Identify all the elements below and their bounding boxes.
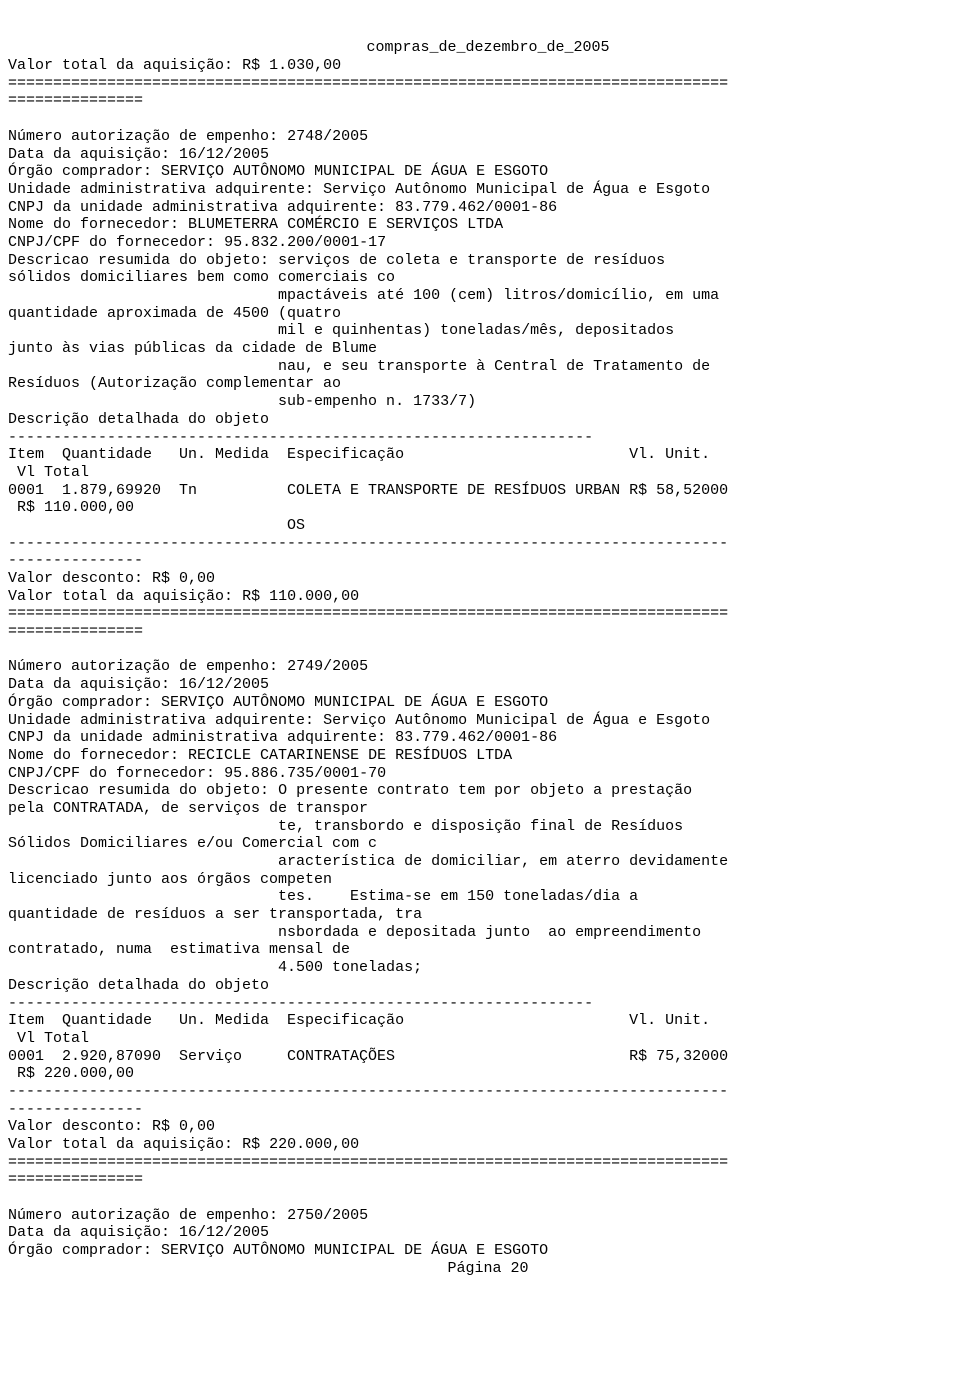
- desc2-l7: tes. Estima-se em 150 toneladas/dia a: [8, 888, 638, 905]
- cnpj-unidade-2: 83.779.462/0001-86: [395, 729, 557, 746]
- orgao-1: SERVIÇO AUTÔNOMO MUNICIPAL DE ÁGUA E ESG…: [161, 163, 548, 180]
- rule-dash-2b: ----------------------------------------…: [8, 1083, 728, 1100]
- rule-dash-1c: ---------------: [8, 552, 143, 569]
- rule-eq-1b: ===============: [8, 623, 143, 640]
- desc2-l1: O presente contrato tem por objeto a pre…: [278, 782, 692, 799]
- valor-total-1: R$ 110.000,00: [242, 588, 359, 605]
- fornecedor-2: RECICLE CATARINENSE DE RESÍDUOS LTDA: [188, 747, 512, 764]
- desc2-l10: contratado, numa estimativa mensal de: [8, 941, 350, 958]
- label-fornecedor-2: Nome do fornecedor:: [8, 747, 179, 764]
- data-2: 16/12/2005: [179, 676, 269, 693]
- label-valor-desconto-2: Valor desconto:: [8, 1118, 143, 1135]
- label-valor-total-1: Valor total da aquisição:: [8, 588, 233, 605]
- items-header-2b: Vl Total: [8, 1030, 89, 1047]
- orgao-3: SERVIÇO AUTÔNOMO MUNICIPAL DE ÁGUA E ESG…: [161, 1242, 548, 1259]
- label-unidade-2: Unidade administrativa adquirente:: [8, 712, 314, 729]
- desc2-l9: nsbordada e depositada junto ao empreend…: [8, 924, 701, 941]
- label-cnpj-fornecedor-2: CNPJ/CPF do fornecedor:: [8, 765, 215, 782]
- label-numero-1: Número autorização de empenho:: [8, 128, 278, 145]
- desc1-l3: mpactáveis até 100 (cem) litros/domicíli…: [8, 287, 719, 304]
- valor-desconto-1: R$ 0,00: [152, 570, 215, 587]
- desc2-l6: licenciado junto aos órgãos competen: [8, 871, 332, 888]
- desc1-l1: serviços de coleta e transporte de resíd…: [278, 252, 665, 269]
- page-title: compras_de_dezembro_de_2005: [8, 39, 960, 57]
- label-numero-3: Número autorização de empenho:: [8, 1207, 278, 1224]
- desc1-l7: nau, e seu transporte à Central de Trata…: [8, 358, 710, 375]
- item1-l1: 0001 1.879,69920 Tn COLETA E TRANSPORTE …: [8, 482, 728, 499]
- numero-1: 2748/2005: [287, 128, 368, 145]
- item2-l1: 0001 2.920,87090 Serviço CONTRATAÇÕES R$…: [8, 1048, 728, 1065]
- items-header-1b: Vl Total: [8, 464, 89, 481]
- items-header-2: Item Quantidade Un. Medida Especificação…: [8, 1012, 710, 1029]
- item1-l2: R$ 110.000,00: [8, 499, 134, 516]
- item1-l3: OS: [8, 517, 305, 534]
- desc1-l5: mil e quinhentas) toneladas/mês, deposit…: [8, 322, 674, 339]
- rule-dash-2c: ---------------: [8, 1101, 143, 1118]
- desc2-l2: pela CONTRATADA, de serviços de transpor: [8, 800, 368, 817]
- desc1-l8: Resíduos (Autorização complementar ao: [8, 375, 341, 392]
- label-desc-detalhada-2: Descrição detalhada do objeto: [8, 977, 269, 994]
- orgao-2: SERVIÇO AUTÔNOMO MUNICIPAL DE ÁGUA E ESG…: [161, 694, 548, 711]
- rule-eq-2a: ========================================…: [8, 1154, 728, 1171]
- label-orgao-2: Órgão comprador:: [8, 694, 152, 711]
- numero-3: 2750/2005: [287, 1207, 368, 1224]
- rule-eq: ========================================…: [8, 75, 728, 92]
- label-desc-detalhada-1: Descrição detalhada do objeto: [8, 411, 269, 428]
- rule-eq-1a: ========================================…: [8, 605, 728, 622]
- rule-eq-short: ===============: [8, 92, 143, 109]
- item2-l2: R$ 220.000,00: [8, 1065, 134, 1082]
- cnpj-unidade-1: 83.779.462/0001-86: [395, 199, 557, 216]
- valor-total-top: R$ 1.030,00: [242, 57, 341, 74]
- desc1-l9: sub-empenho n. 1733/7): [8, 393, 476, 410]
- rule-eq-2b: ===============: [8, 1171, 143, 1188]
- label-cnpj-unidade-1: CNPJ da unidade administrativa adquirent…: [8, 199, 386, 216]
- label-cnpj-fornecedor-1: CNPJ/CPF do fornecedor:: [8, 234, 215, 251]
- label-orgao-1: Órgão comprador:: [8, 163, 152, 180]
- page-footer: Página 20: [8, 1260, 960, 1278]
- valor-total-2: R$ 220.000,00: [242, 1136, 359, 1153]
- data-1: 16/12/2005: [179, 146, 269, 163]
- desc1-l2: sólidos domiciliares bem como comerciais…: [8, 269, 395, 286]
- label-orgao-3: Órgão comprador:: [8, 1242, 152, 1259]
- numero-2: 2749/2005: [287, 658, 368, 675]
- label-fornecedor-1: Nome do fornecedor:: [8, 216, 179, 233]
- fornecedor-1: BLUMETERRA COMÉRCIO E SERVIÇOS LTDA: [188, 216, 503, 233]
- desc1-l6: junto às vias públicas da cidade de Blum…: [8, 340, 377, 357]
- data-3: 16/12/2005: [179, 1224, 269, 1241]
- label-desc-resumida-1: Descricao resumida do objeto:: [8, 252, 269, 269]
- items-header-1: Item Quantidade Un. Medida Especificação…: [8, 446, 710, 463]
- valor-desconto-2: R$ 0,00: [152, 1118, 215, 1135]
- unidade-1: Serviço Autônomo Municipal de Água e Esg…: [323, 181, 710, 198]
- rule-dash-1a: ----------------------------------------…: [8, 429, 593, 446]
- label-valor-desconto-1: Valor desconto:: [8, 570, 143, 587]
- label-desc-resumida-2: Descricao resumida do objeto:: [8, 782, 269, 799]
- rule-dash-1b: ----------------------------------------…: [8, 535, 728, 552]
- unidade-2: Serviço Autônomo Municipal de Água e Esg…: [323, 712, 710, 729]
- desc2-l3: te, transbordo e disposição final de Res…: [8, 818, 683, 835]
- desc2-l11: 4.500 toneladas;: [8, 959, 422, 976]
- cnpj-fornecedor-1: 95.832.200/0001-17: [224, 234, 386, 251]
- desc2-l4: Sólidos Domiciliares e/ou Comercial com …: [8, 835, 377, 852]
- desc2-l8: quantidade de resíduos a ser transportad…: [8, 906, 422, 923]
- label-data-1: Data da aquisição:: [8, 146, 170, 163]
- cnpj-fornecedor-2: 95.886.735/0001-70: [224, 765, 386, 782]
- label-numero-2: Número autorização de empenho:: [8, 658, 278, 675]
- label-valor-total-top: Valor total da aquisição:: [8, 57, 233, 74]
- label-valor-total-2: Valor total da aquisição:: [8, 1136, 233, 1153]
- label-data-3: Data da aquisição:: [8, 1224, 170, 1241]
- desc1-l4: quantidade aproximada de 4500 (quatro: [8, 305, 341, 322]
- rule-dash-2a: ----------------------------------------…: [8, 995, 593, 1012]
- label-data-2: Data da aquisição:: [8, 676, 170, 693]
- label-unidade-1: Unidade administrativa adquirente:: [8, 181, 314, 198]
- desc2-l5: aracterística de domiciliar, em aterro d…: [8, 853, 728, 870]
- label-cnpj-unidade-2: CNPJ da unidade administrativa adquirent…: [8, 729, 386, 746]
